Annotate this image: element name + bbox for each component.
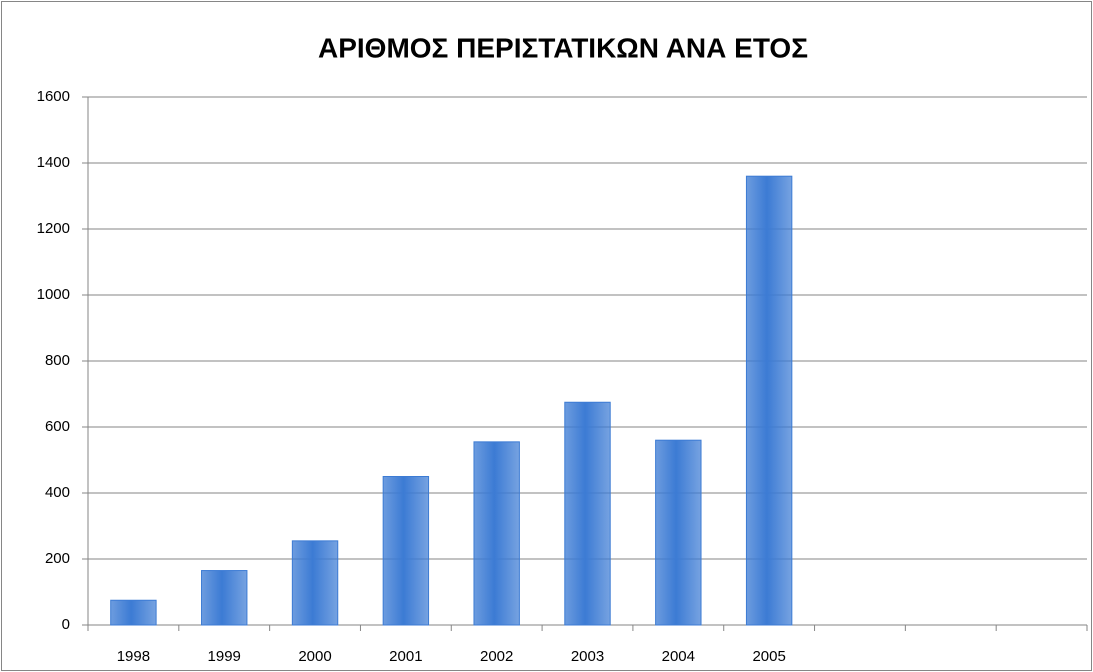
y-tick-label: 0 (62, 616, 70, 633)
x-tick-label: 1998 (117, 648, 150, 665)
y-tick-label: 800 (45, 352, 70, 369)
x-tick-label: 2000 (298, 648, 331, 665)
y-tick-label: 1200 (37, 220, 70, 237)
y-tick-label: 1600 (37, 88, 70, 105)
x-tick-label: 2003 (571, 648, 604, 665)
bar (291, 540, 339, 626)
chart-title: ΑΡΙΘΜΟΣ ΠΕΡΙΣΤΑΤΙΚΩΝ ΑΝΑ ΕΤΟΣ (318, 32, 808, 63)
y-tick-label: 1400 (37, 154, 70, 171)
x-tick-label: 2001 (389, 648, 422, 665)
y-tick-label: 200 (45, 550, 70, 567)
bar (382, 476, 430, 626)
x-tick-label: 2002 (480, 648, 513, 665)
bar (564, 401, 611, 626)
bar (473, 441, 520, 626)
bar (745, 175, 793, 626)
y-tick-label: 600 (45, 418, 70, 435)
bar (655, 439, 702, 626)
x-tick-label: 1999 (208, 648, 241, 665)
y-tick-label: 400 (45, 484, 70, 501)
x-tick-label: 2004 (662, 648, 695, 665)
y-tick-label: 1000 (37, 286, 70, 303)
bar (201, 570, 248, 626)
bar (110, 599, 157, 626)
x-tick-label: 2005 (752, 648, 785, 665)
